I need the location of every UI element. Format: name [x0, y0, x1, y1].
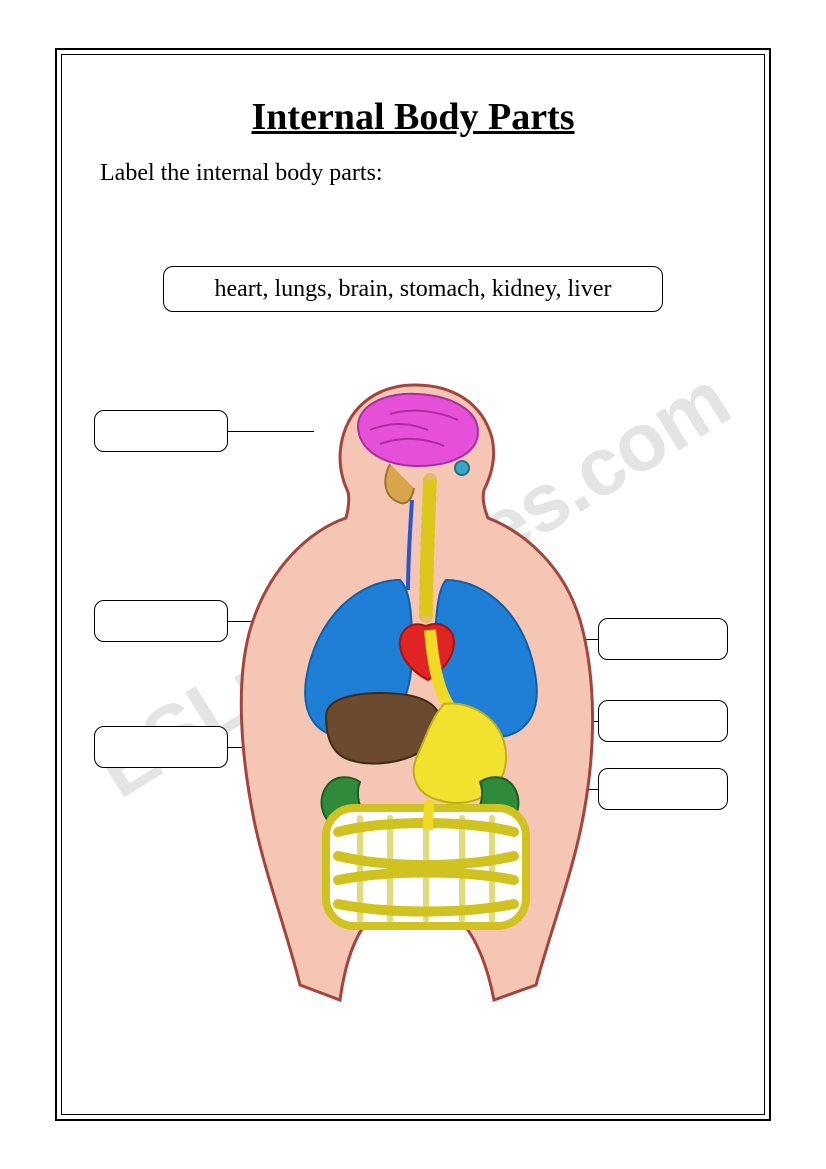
- label-box-kidney[interactable]: [598, 768, 728, 810]
- instruction-text: Label the internal body parts:: [100, 160, 383, 187]
- label-box-heart[interactable]: [598, 618, 728, 660]
- label-box-brain[interactable]: [94, 410, 228, 452]
- eye-shape: [455, 461, 469, 475]
- word-bank-box: heart, lungs, brain, stomach, kidney, li…: [163, 266, 663, 312]
- brain-shape: [358, 394, 478, 466]
- label-box-lungs[interactable]: [94, 600, 228, 642]
- label-box-stomach[interactable]: [598, 700, 728, 742]
- body-diagram: [230, 380, 600, 1020]
- label-box-liver[interactable]: [94, 726, 228, 768]
- page-title: Internal Body Parts: [0, 95, 826, 139]
